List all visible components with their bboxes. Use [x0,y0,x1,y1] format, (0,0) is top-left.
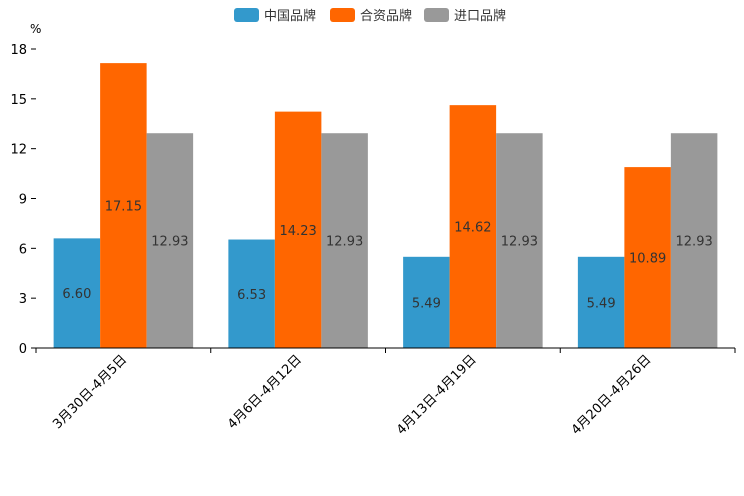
legend-label-3[interactable]: 进口品牌 [454,8,506,24]
bar-3-3[interactable] [496,133,543,348]
bar-3-1[interactable] [146,133,194,348]
bar-value-label: 12.93 [501,235,538,250]
bar-3-4[interactable] [670,133,718,348]
bar-2-1[interactable] [100,63,147,348]
y-tick-label: 6 [19,242,27,257]
y-tick-label: 9 [19,193,27,208]
bar-1-4[interactable] [577,256,625,348]
bar-1-3[interactable] [403,256,450,348]
bar-2-3[interactable] [449,105,497,348]
bar-value-label: 10.89 [629,252,666,267]
bar-value-label: 14.62 [454,221,491,236]
bar-value-label: 6.53 [237,288,266,303]
y-tick-label: 0 [19,342,27,357]
bar-value-label: 14.23 [280,224,317,239]
legend-swatch-1[interactable] [234,8,259,22]
bars: 6.60 17.15 12.93 6.53 14.23 12.93 5.49 14.62 12.… [53,63,718,348]
legend-label-2[interactable]: 合资品牌 [360,8,412,24]
bar-3-2[interactable] [321,133,368,348]
legend: 中国品牌 合资品牌 进口品牌 [234,8,506,24]
y-tick-label: 18 [10,43,27,58]
y-tick-label: 15 [10,93,27,108]
bar-value-label: 5.49 [412,296,441,311]
x-tick-label: 3月30日-4月5日 [50,352,130,432]
bar-1-1[interactable] [53,238,101,348]
y-tick-label: 3 [19,292,27,307]
y-tick-label: 12 [10,143,27,158]
bar-value-label: 17.15 [105,200,142,215]
bar-value-label: 5.49 [587,296,616,311]
x-tick-label: 4月13日-4月19日 [394,352,480,438]
x-tick-label: 4月20日-4月26日 [569,352,655,438]
bar-value-label: 12.93 [151,235,188,250]
bar-2-4[interactable] [624,167,671,348]
bar-value-label: 6.60 [62,287,91,302]
legend-swatch-2[interactable] [330,8,355,22]
legend-swatch-3[interactable] [424,8,449,22]
bar-1-2[interactable] [228,239,275,348]
bar-value-label: 12.93 [326,235,363,250]
x-tick-label: 4月6日-4月12日 [225,352,305,432]
y-axis: 0 3 6 9 12 15 18 [10,43,36,357]
legend-label-1[interactable]: 中国品牌 [264,8,316,24]
y-axis-unit: % [30,22,41,36]
x-axis: 3月30日-4月5日 4月6日-4月12日 4月13日-4月19日 4月20日-4月2… [35,347,736,438]
bar-2-2[interactable] [274,111,322,348]
bar-value-label: 12.93 [676,235,713,250]
